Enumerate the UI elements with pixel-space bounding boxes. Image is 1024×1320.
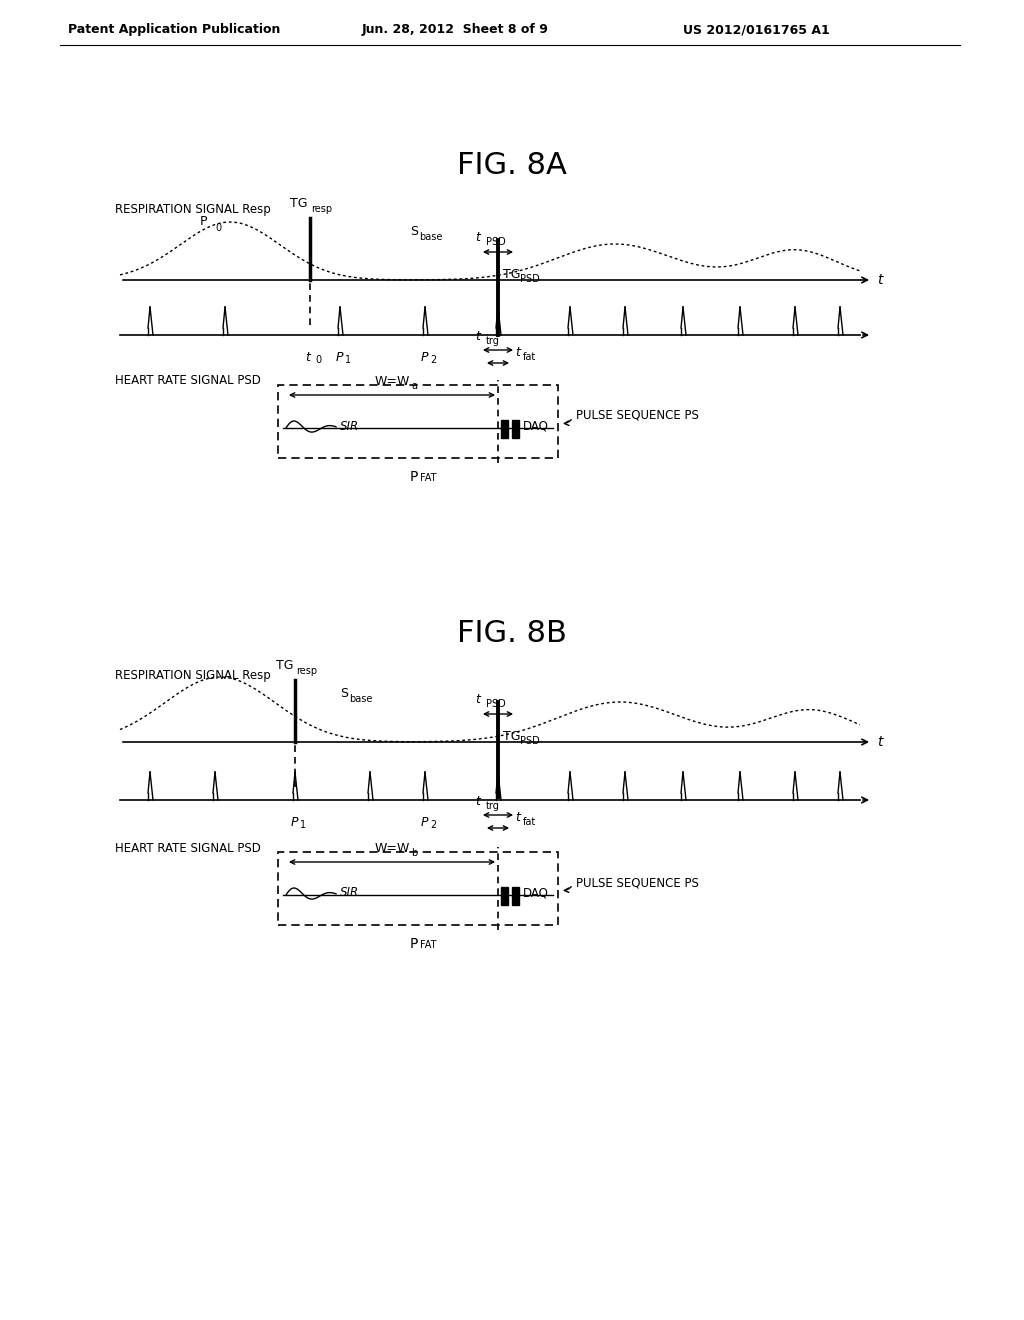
Text: Patent Application Publication: Patent Application Publication — [68, 24, 281, 37]
Text: FIG. 8A: FIG. 8A — [457, 150, 567, 180]
Text: PSD: PSD — [486, 238, 506, 247]
Text: t: t — [475, 693, 480, 706]
Text: t: t — [515, 810, 520, 824]
Text: DAQ: DAQ — [523, 420, 549, 433]
Text: TG: TG — [503, 268, 520, 281]
Text: t: t — [475, 330, 480, 343]
Bar — [501, 420, 508, 438]
Text: HEART RATE SIGNAL PSD: HEART RATE SIGNAL PSD — [115, 842, 261, 854]
Text: 1: 1 — [300, 820, 306, 830]
Text: S: S — [410, 224, 418, 238]
Text: t: t — [877, 735, 883, 748]
Text: PSD: PSD — [520, 737, 540, 746]
Text: FAT: FAT — [420, 940, 436, 950]
Text: P: P — [200, 215, 207, 228]
Text: t: t — [877, 273, 883, 286]
Text: 2: 2 — [430, 820, 436, 830]
Text: fat: fat — [523, 817, 537, 828]
Text: b: b — [411, 847, 417, 858]
Text: PULSE SEQUENCE PS: PULSE SEQUENCE PS — [575, 876, 698, 888]
Text: S: S — [340, 686, 348, 700]
Bar — [501, 887, 508, 906]
Text: RESPIRATION SIGNAL Resp: RESPIRATION SIGNAL Resp — [115, 203, 270, 216]
Text: P: P — [410, 470, 418, 484]
Bar — [278, 385, 558, 458]
Text: TG: TG — [275, 659, 293, 672]
Text: fat: fat — [523, 352, 537, 362]
Text: PULSE SEQUENCE PS: PULSE SEQUENCE PS — [575, 409, 698, 422]
Text: W=W: W=W — [375, 842, 410, 855]
Text: P: P — [420, 816, 428, 829]
Text: base: base — [349, 694, 373, 704]
Text: trg: trg — [486, 801, 500, 810]
Text: TG: TG — [503, 730, 520, 743]
Text: trg: trg — [486, 337, 500, 346]
Text: RESPIRATION SIGNAL Resp: RESPIRATION SIGNAL Resp — [115, 668, 270, 681]
Bar — [512, 887, 519, 906]
Text: Jun. 28, 2012  Sheet 8 of 9: Jun. 28, 2012 Sheet 8 of 9 — [362, 24, 549, 37]
Text: FIG. 8B: FIG. 8B — [457, 619, 567, 648]
Text: P: P — [290, 816, 298, 829]
Text: 1: 1 — [345, 355, 351, 366]
Text: t: t — [475, 795, 480, 808]
Text: 2: 2 — [430, 355, 436, 366]
Text: SIR: SIR — [340, 887, 359, 899]
Text: P: P — [410, 937, 418, 950]
Text: 0: 0 — [215, 223, 221, 234]
Text: a: a — [411, 381, 417, 391]
Bar — [278, 851, 558, 925]
Text: resp: resp — [311, 205, 332, 214]
Text: P: P — [420, 351, 428, 364]
Text: US 2012/0161765 A1: US 2012/0161765 A1 — [683, 24, 829, 37]
Text: TG: TG — [291, 197, 308, 210]
Text: resp: resp — [296, 667, 317, 676]
Text: 0: 0 — [315, 355, 322, 366]
Text: FAT: FAT — [420, 473, 436, 483]
Text: PSD: PSD — [520, 275, 540, 284]
Text: t: t — [515, 346, 520, 359]
Text: DAQ: DAQ — [523, 887, 549, 899]
Text: P: P — [335, 351, 343, 364]
Text: t: t — [475, 231, 480, 244]
Text: W=W: W=W — [375, 375, 410, 388]
Text: t: t — [305, 351, 310, 364]
Bar — [512, 420, 519, 438]
Text: PSD: PSD — [486, 700, 506, 709]
Text: base: base — [419, 232, 442, 242]
Text: HEART RATE SIGNAL PSD: HEART RATE SIGNAL PSD — [115, 374, 261, 387]
Text: SIR: SIR — [340, 420, 359, 433]
